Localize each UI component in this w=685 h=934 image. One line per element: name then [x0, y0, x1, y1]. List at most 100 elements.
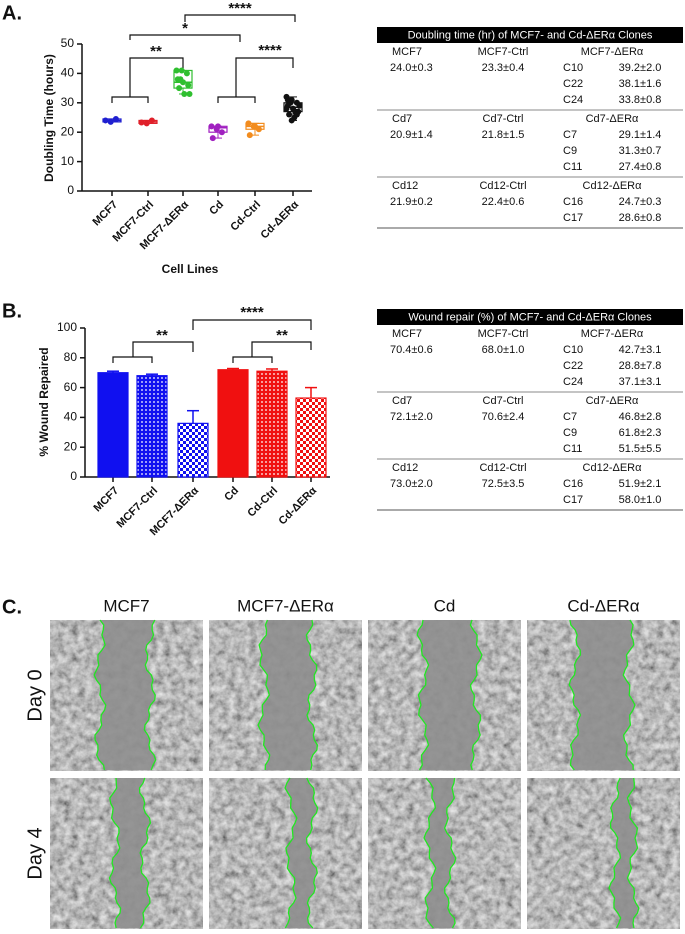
table-cell: 23.3±0.4 — [482, 62, 525, 74]
data-point — [176, 85, 183, 92]
y-tick-label: 100 — [57, 320, 77, 334]
table-cell: 42.7±3.1 — [619, 344, 662, 356]
table-cell: 72.1±2.0 — [390, 411, 433, 423]
y-tick-label: 0 — [67, 183, 74, 197]
table-cell: 51.9±2.1 — [619, 478, 662, 490]
table-header: MCF7 — [392, 328, 422, 340]
wound-edge — [257, 619, 271, 771]
data-point — [173, 67, 180, 74]
x-tick-label: Cd-ΔERα — [259, 199, 302, 242]
data-point — [293, 111, 300, 118]
data-point — [296, 102, 303, 109]
table-cell: 38.1±1.6 — [619, 78, 662, 90]
table-cell: C17 — [563, 494, 583, 506]
bar — [136, 375, 168, 478]
column-label: Cd — [434, 596, 456, 615]
micrograph-texture — [527, 778, 680, 929]
wound-edge — [608, 777, 622, 929]
table-cell: C17 — [563, 212, 583, 224]
data-point — [177, 76, 184, 83]
wound-edge — [108, 777, 122, 929]
y-axis-label: Doubling Time (hours) — [42, 54, 56, 182]
table-cell: 24.7±0.3 — [619, 196, 662, 208]
y-tick-label: 60 — [64, 380, 78, 394]
wound-edge — [568, 619, 582, 771]
wound-edge — [143, 619, 157, 771]
column-label: MCF7 — [103, 596, 149, 615]
y-tick-label: 40 — [64, 410, 78, 424]
data-point — [288, 117, 295, 124]
data-point — [209, 135, 216, 142]
table-cell: 33.8±0.8 — [619, 94, 662, 106]
x-tick-label: MCF7 — [91, 199, 121, 229]
table-cell: 70.6±2.4 — [482, 411, 525, 423]
table-cell: C22 — [563, 360, 583, 372]
bar — [177, 422, 209, 478]
data-point — [148, 117, 155, 124]
table-cell: 39.2±2.0 — [619, 62, 662, 74]
table-cell: 29.1±1.4 — [619, 129, 662, 141]
x-tick-label: Cd-ΔERα — [277, 485, 320, 528]
significance: ** — [276, 327, 288, 344]
significance: **** — [240, 304, 264, 321]
bracket — [217, 57, 294, 103]
table-cell: C22 — [563, 78, 583, 90]
table-title: Doubling time (hr) of MCF7- and Cd-ΔERα … — [408, 29, 653, 41]
table-cell: C10 — [563, 62, 583, 74]
table-title-bar — [377, 27, 683, 43]
y-tick-label: 10 — [61, 154, 75, 168]
row-label: Day 0 — [24, 669, 46, 721]
y-tick-label: 20 — [64, 439, 78, 453]
y-tick-label: 0 — [70, 469, 77, 483]
data-point — [102, 117, 109, 124]
wound-edge — [93, 619, 107, 771]
table-cell: 73.0±2.0 — [390, 478, 433, 490]
panel-label: C. — [2, 596, 22, 618]
table-header: MCF7-ΔERα — [581, 328, 644, 340]
x-tick-label: Cd-Ctrl — [228, 199, 263, 234]
data-point — [245, 120, 252, 127]
table-cell: 21.9±0.2 — [390, 196, 433, 208]
bracket — [112, 341, 194, 363]
data-point — [183, 70, 190, 77]
wound-edge — [138, 777, 152, 929]
y-tick-label: 50 — [61, 36, 75, 50]
wound-edge — [416, 619, 430, 771]
table-title: Wound repair (%) of MCF7- and Cd-ΔERα Cl… — [408, 311, 652, 323]
panel-label: B. — [2, 300, 22, 322]
y-tick-label: 40 — [61, 66, 75, 80]
table-cell: 22.4±0.6 — [482, 196, 525, 208]
table-cell: 51.5±5.5 — [619, 443, 662, 455]
wound-gap — [569, 620, 635, 770]
y-tick-label: 20 — [61, 124, 75, 138]
data-point — [218, 129, 225, 136]
x-tick-label: Cd-Ctrl — [245, 485, 280, 520]
significance: **** — [228, 0, 252, 17]
data-point — [107, 118, 114, 125]
table-cell: 20.9±1.4 — [390, 129, 433, 141]
table-cell: C7 — [563, 129, 577, 141]
y-tick-label: 80 — [64, 350, 78, 364]
data-point — [138, 119, 145, 126]
data-point — [178, 67, 185, 74]
table-cell: 58.0±1.0 — [619, 494, 662, 506]
wound-edge — [622, 619, 636, 771]
table-header: Cd7 — [392, 395, 412, 407]
significance: * — [182, 20, 188, 37]
table-cell: C7 — [563, 411, 577, 423]
column-label: Cd-ΔERα — [567, 596, 639, 615]
x-axis-label: Cell Lines — [162, 262, 219, 276]
brackets-a — [111, 14, 296, 103]
table-cell: 24.0±0.3 — [390, 62, 433, 74]
wound-gap — [609, 778, 639, 928]
table-header: Cd7-Ctrl — [483, 113, 524, 125]
data-point — [283, 105, 290, 112]
table-header: Cd7-ΔERα — [586, 113, 639, 125]
table-cell: C11 — [563, 443, 582, 455]
table-header: Cd12-ΔERα — [583, 180, 643, 192]
data-point — [185, 82, 192, 89]
x-tick-label: Cd — [207, 199, 226, 218]
bar — [217, 369, 249, 478]
data-point — [252, 123, 258, 130]
